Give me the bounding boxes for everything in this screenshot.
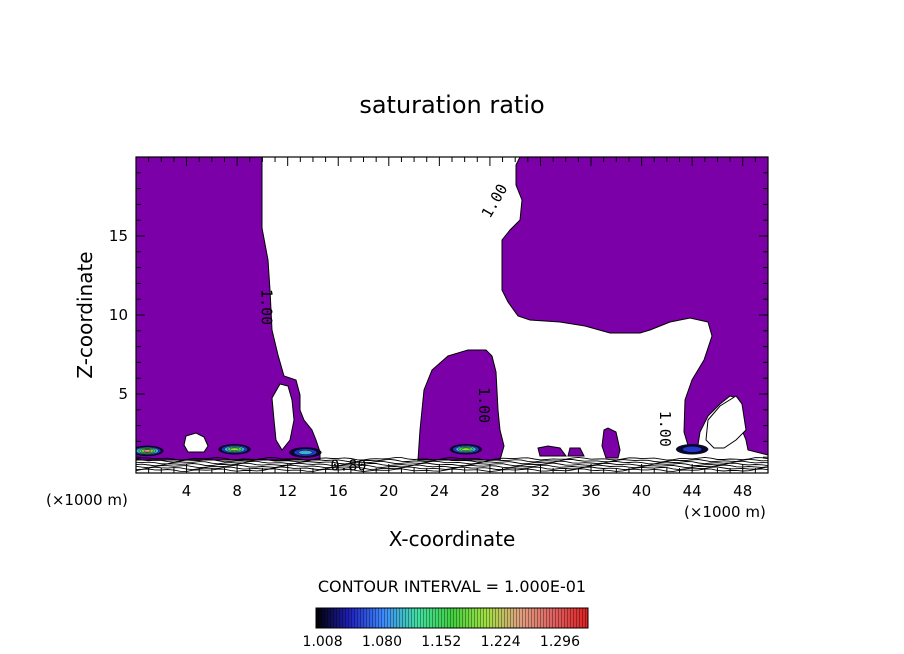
y-tick-label: 5 [118, 385, 128, 403]
contour-label: 1.00 [478, 181, 512, 221]
y-tick-label: 15 [109, 227, 128, 245]
x-unit-right: (×1000 m) [684, 503, 766, 521]
hotspot-mark [143, 449, 152, 453]
x-axis-label: X-coordinate [389, 527, 516, 551]
contour-label: 1.00 [475, 387, 493, 423]
surface-contour-line [136, 462, 768, 467]
y-axis-label: Z-coordinate [73, 251, 97, 378]
colorbar-tick-label: 1.008 [303, 634, 343, 650]
contour-label: 0.80 [330, 456, 366, 474]
y-axis: 5 10 15 [109, 172, 768, 458]
contour-label-layer: 1.00 1.00 1.00 1.00 0.80 [258, 181, 674, 475]
contour-hole-layer [183, 383, 747, 453]
contour-label: 1.00 [656, 411, 674, 447]
hotspot-mark [461, 447, 471, 451]
surface-contour-line [136, 460, 768, 465]
contour-region-blob [601, 427, 621, 459]
contour-region-center [417, 349, 505, 461]
x-tick-label: 44 [683, 482, 702, 500]
contour-hole-c [705, 395, 747, 449]
colorbar: 1.008 1.080 1.152 1.224 1.296 [303, 607, 589, 650]
x-tick-label: 4 [182, 482, 192, 500]
x-tick-label: 40 [632, 482, 651, 500]
colorbar-tick-label: 1.224 [481, 634, 521, 650]
hotspot-mark [229, 447, 240, 451]
x-tick-label: 12 [278, 482, 297, 500]
contour-hole-b [271, 383, 295, 451]
colorbar-frame [315, 607, 589, 629]
y-tick-label: 10 [109, 306, 128, 324]
contour-hole-a [183, 432, 209, 453]
contour-fill-layer [136, 157, 768, 461]
x-axis: 4 8 12 16 20 24 28 32 36 40 44 48 [148, 157, 756, 500]
x-tick-label: 20 [379, 482, 398, 500]
x-tick-label: 16 [329, 482, 348, 500]
colorbar-tick-label: 1.152 [421, 634, 461, 650]
colorbar-tick-label: 1.080 [362, 634, 402, 650]
contour-interval-text: CONTOUR INTERVAL = 1.000E-01 [318, 577, 586, 596]
x-tick-label: 32 [531, 482, 550, 500]
x-tick-label: 28 [480, 482, 499, 500]
x-tick-label: 8 [232, 482, 242, 500]
contour-region-small-b [567, 447, 585, 457]
surface-contour-line [136, 458, 768, 463]
x-tick-label: 36 [581, 482, 600, 500]
x-tick-label: 48 [733, 482, 752, 500]
chart-title: saturation ratio [359, 91, 544, 119]
hotspot-layer [136, 444, 709, 458]
x-tick-label: 24 [430, 482, 449, 500]
surface-contour-line [136, 456, 768, 461]
contour-region-small-a [537, 445, 567, 457]
hotspot-mark [298, 450, 313, 455]
x-unit-left: (×1000 m) [46, 491, 128, 509]
contour-label: 1.00 [258, 289, 276, 325]
hotspot-mark [682, 446, 702, 453]
surface-contour-line [136, 464, 768, 469]
colorbar-stripes [316, 608, 588, 628]
colorbar-tick-label: 1.296 [540, 634, 580, 650]
